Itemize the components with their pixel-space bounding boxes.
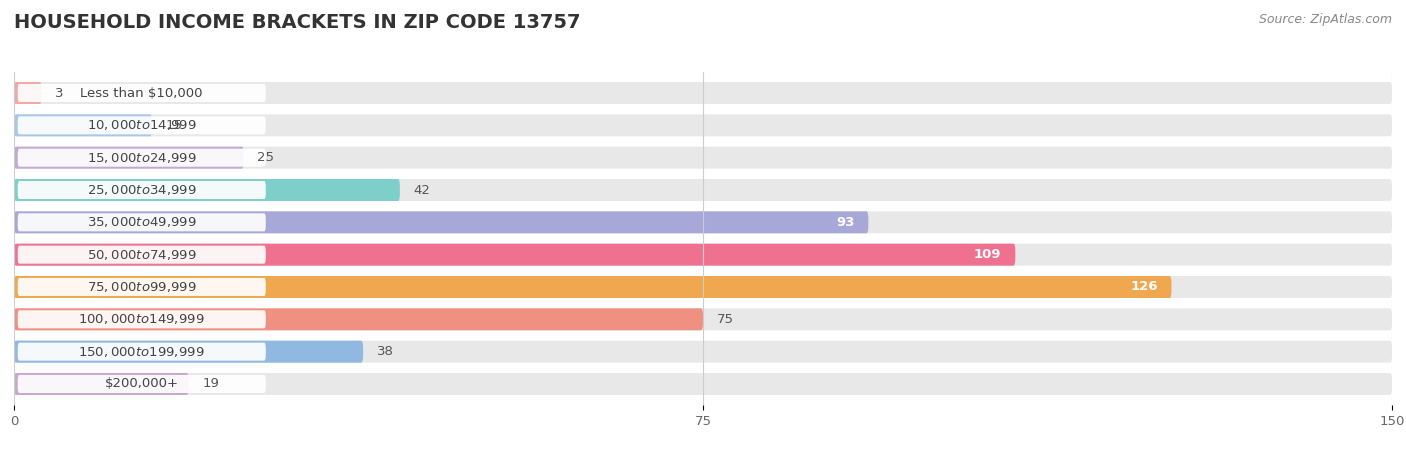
Text: $35,000 to $49,999: $35,000 to $49,999 — [87, 216, 197, 230]
FancyBboxPatch shape — [18, 117, 266, 135]
FancyBboxPatch shape — [18, 375, 266, 393]
Text: 126: 126 — [1130, 280, 1157, 293]
FancyBboxPatch shape — [14, 341, 1392, 363]
Text: HOUSEHOLD INCOME BRACKETS IN ZIP CODE 13757: HOUSEHOLD INCOME BRACKETS IN ZIP CODE 13… — [14, 14, 581, 32]
FancyBboxPatch shape — [14, 341, 363, 363]
Text: $50,000 to $74,999: $50,000 to $74,999 — [87, 248, 197, 261]
Text: $10,000 to $14,999: $10,000 to $14,999 — [87, 118, 197, 132]
FancyBboxPatch shape — [18, 213, 266, 231]
Text: $25,000 to $34,999: $25,000 to $34,999 — [87, 183, 197, 197]
Text: $100,000 to $149,999: $100,000 to $149,999 — [79, 312, 205, 326]
FancyBboxPatch shape — [14, 373, 188, 395]
Text: 109: 109 — [974, 248, 1001, 261]
FancyBboxPatch shape — [14, 114, 152, 136]
Text: $150,000 to $199,999: $150,000 to $199,999 — [79, 345, 205, 359]
FancyBboxPatch shape — [14, 179, 399, 201]
FancyBboxPatch shape — [18, 148, 266, 166]
FancyBboxPatch shape — [14, 373, 1392, 395]
FancyBboxPatch shape — [14, 179, 1392, 201]
FancyBboxPatch shape — [14, 308, 1392, 330]
FancyBboxPatch shape — [14, 276, 1392, 298]
FancyBboxPatch shape — [14, 147, 243, 169]
FancyBboxPatch shape — [14, 212, 869, 234]
Text: Less than $10,000: Less than $10,000 — [80, 86, 202, 99]
FancyBboxPatch shape — [14, 243, 1015, 266]
FancyBboxPatch shape — [14, 82, 1392, 104]
FancyBboxPatch shape — [18, 181, 266, 199]
Text: 75: 75 — [717, 313, 734, 326]
FancyBboxPatch shape — [18, 84, 266, 102]
Text: $15,000 to $24,999: $15,000 to $24,999 — [87, 151, 197, 165]
Text: 42: 42 — [413, 184, 430, 197]
Text: $200,000+: $200,000+ — [104, 378, 179, 391]
FancyBboxPatch shape — [18, 310, 266, 328]
FancyBboxPatch shape — [14, 147, 1392, 169]
FancyBboxPatch shape — [14, 212, 1392, 234]
FancyBboxPatch shape — [14, 276, 1171, 298]
FancyBboxPatch shape — [18, 278, 266, 296]
Text: 38: 38 — [377, 345, 394, 358]
FancyBboxPatch shape — [18, 342, 266, 360]
Text: 3: 3 — [55, 86, 63, 99]
Text: 25: 25 — [257, 151, 274, 164]
FancyBboxPatch shape — [14, 114, 1392, 136]
Text: 19: 19 — [202, 378, 219, 391]
Text: Source: ZipAtlas.com: Source: ZipAtlas.com — [1258, 14, 1392, 27]
Text: 93: 93 — [837, 216, 855, 229]
FancyBboxPatch shape — [18, 246, 266, 264]
Text: 15: 15 — [166, 119, 183, 132]
FancyBboxPatch shape — [14, 243, 1392, 266]
Text: $75,000 to $99,999: $75,000 to $99,999 — [87, 280, 197, 294]
FancyBboxPatch shape — [14, 82, 42, 104]
FancyBboxPatch shape — [14, 308, 703, 330]
